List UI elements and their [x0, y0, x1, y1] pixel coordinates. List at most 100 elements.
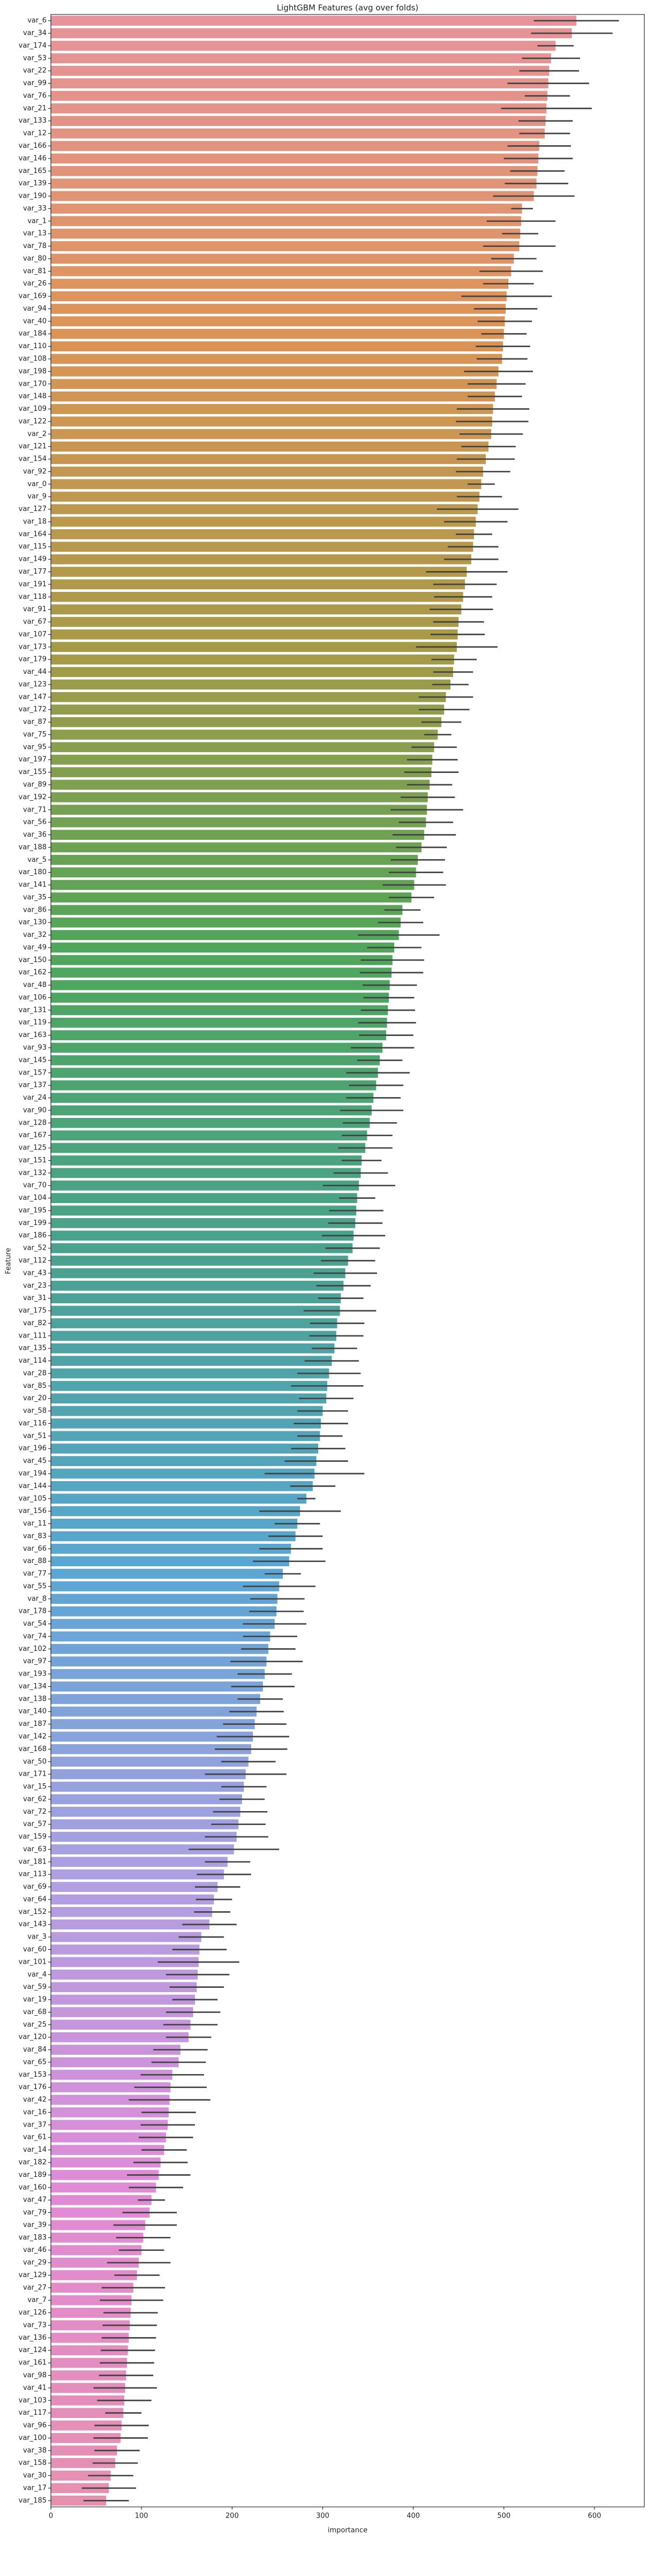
bar: [51, 1268, 345, 1279]
y-tick-label: var_62: [23, 1795, 47, 1803]
y-tick-label: var_17: [23, 2484, 47, 2492]
bar: [51, 805, 427, 815]
bar: [51, 1531, 296, 1542]
y-tick-label: var_78: [23, 242, 47, 250]
bar: [51, 554, 471, 565]
bar: [51, 1117, 370, 1128]
y-tick-label: var_108: [19, 355, 47, 363]
bar: [51, 2433, 121, 2443]
y-tick-label: var_0: [27, 480, 47, 488]
y-tick-label: var_67: [23, 618, 47, 626]
bar: [51, 241, 520, 251]
x-axis-label: importance: [328, 2527, 367, 2535]
y-tick-label: var_71: [23, 806, 47, 814]
bar: [51, 2182, 156, 2193]
y-tick-label: var_85: [23, 1382, 47, 1390]
bar: [51, 266, 511, 276]
y-tick-label: var_19: [23, 1996, 47, 2004]
y-tick-label: var_166: [19, 142, 47, 150]
bar: [51, 1806, 240, 1817]
y-tick-label: var_42: [23, 2096, 47, 2104]
y-tick-label: var_114: [19, 1357, 47, 1365]
bar: [51, 567, 467, 577]
bar: [51, 2082, 171, 2093]
bar: [51, 1318, 337, 1328]
bar: [51, 2282, 133, 2293]
y-tick-label: var_76: [23, 92, 47, 100]
bar: [51, 2007, 193, 2017]
y-tick-label: var_101: [19, 1958, 47, 1966]
y-tick-label: var_21: [23, 104, 47, 112]
y-tick-label: var_126: [19, 2309, 47, 2317]
y-tick-label: var_192: [19, 793, 47, 801]
bar: [51, 1093, 374, 1103]
bar: [51, 892, 412, 903]
y-tick-label: var_135: [19, 1345, 47, 1353]
bar: [51, 2445, 117, 2456]
bar: [51, 591, 463, 602]
bar: [51, 441, 489, 452]
y-tick-label: var_146: [19, 154, 47, 162]
bar: [51, 1819, 239, 1830]
y-tick-label: var_59: [23, 1983, 47, 1991]
y-tick-label: var_94: [23, 305, 47, 313]
bar: [51, 1168, 361, 1178]
bar: [51, 742, 434, 753]
y-tick-label: var_154: [19, 455, 47, 463]
bar: [51, 128, 545, 139]
bar: [51, 65, 550, 76]
bar: [51, 216, 521, 227]
y-tick-label: var_64: [23, 1895, 47, 1903]
y-tick-label: var_72: [23, 1808, 47, 1816]
bar: [51, 1744, 251, 1754]
y-tick-label: var_128: [19, 1119, 47, 1127]
bar: [51, 1857, 228, 1867]
y-tick-label: var_121: [19, 442, 47, 450]
y-tick-label: var_173: [19, 643, 47, 651]
y-tick-label: var_43: [23, 1269, 47, 1277]
bar: [51, 1293, 341, 1303]
y-tick-label: var_23: [23, 1282, 47, 1290]
y-tick-label: var_9: [27, 493, 47, 501]
y-tick-label: var_38: [23, 2446, 47, 2454]
x-tick-label: 500: [497, 2512, 510, 2520]
y-tick-label: var_6: [27, 17, 47, 25]
y-tick-label: var_66: [23, 1545, 47, 1553]
bar: [51, 2458, 116, 2468]
y-tick-label: var_105: [19, 1494, 47, 1503]
bar: [51, 1831, 237, 1842]
y-tick-label: var_103: [19, 2397, 47, 2405]
y-tick-label: var_20: [23, 1394, 47, 1402]
y-tick-label: var_119: [19, 1019, 47, 1027]
bar: [51, 1619, 275, 1629]
bar: [51, 166, 538, 176]
y-tick-label: var_165: [19, 167, 47, 175]
bar: [51, 2157, 161, 2168]
y-tick-label: var_186: [19, 1231, 47, 1240]
y-tick-label: var_150: [19, 956, 47, 964]
y-tick-label: var_41: [23, 2384, 47, 2392]
bar: [51, 704, 445, 715]
y-tick-label: var_139: [19, 179, 47, 187]
bar: [51, 1782, 244, 1792]
bar: [51, 1882, 218, 1892]
bar: [51, 1193, 357, 1203]
y-tick-label: var_180: [19, 868, 47, 876]
bar: [51, 2495, 107, 2506]
y-tick-label: var_34: [23, 29, 47, 37]
bar: [51, 103, 547, 114]
bar: [51, 78, 548, 88]
y-axis-label: Feature: [5, 1248, 13, 1274]
bar: [51, 1656, 267, 1667]
bar: [51, 1418, 321, 1429]
y-tick-label: var_4: [27, 1971, 47, 1979]
y-tick-label: var_49: [23, 943, 47, 951]
bar: [51, 516, 476, 527]
bar: [51, 204, 522, 214]
y-tick-label: var_83: [23, 1532, 47, 1540]
bar: [51, 880, 415, 890]
chart-title: LightGBM Features (avg over folds): [277, 3, 419, 13]
y-tick-label: var_157: [19, 1069, 47, 1077]
bar: [51, 2332, 129, 2343]
x-tick-label: 200: [225, 2512, 239, 2520]
